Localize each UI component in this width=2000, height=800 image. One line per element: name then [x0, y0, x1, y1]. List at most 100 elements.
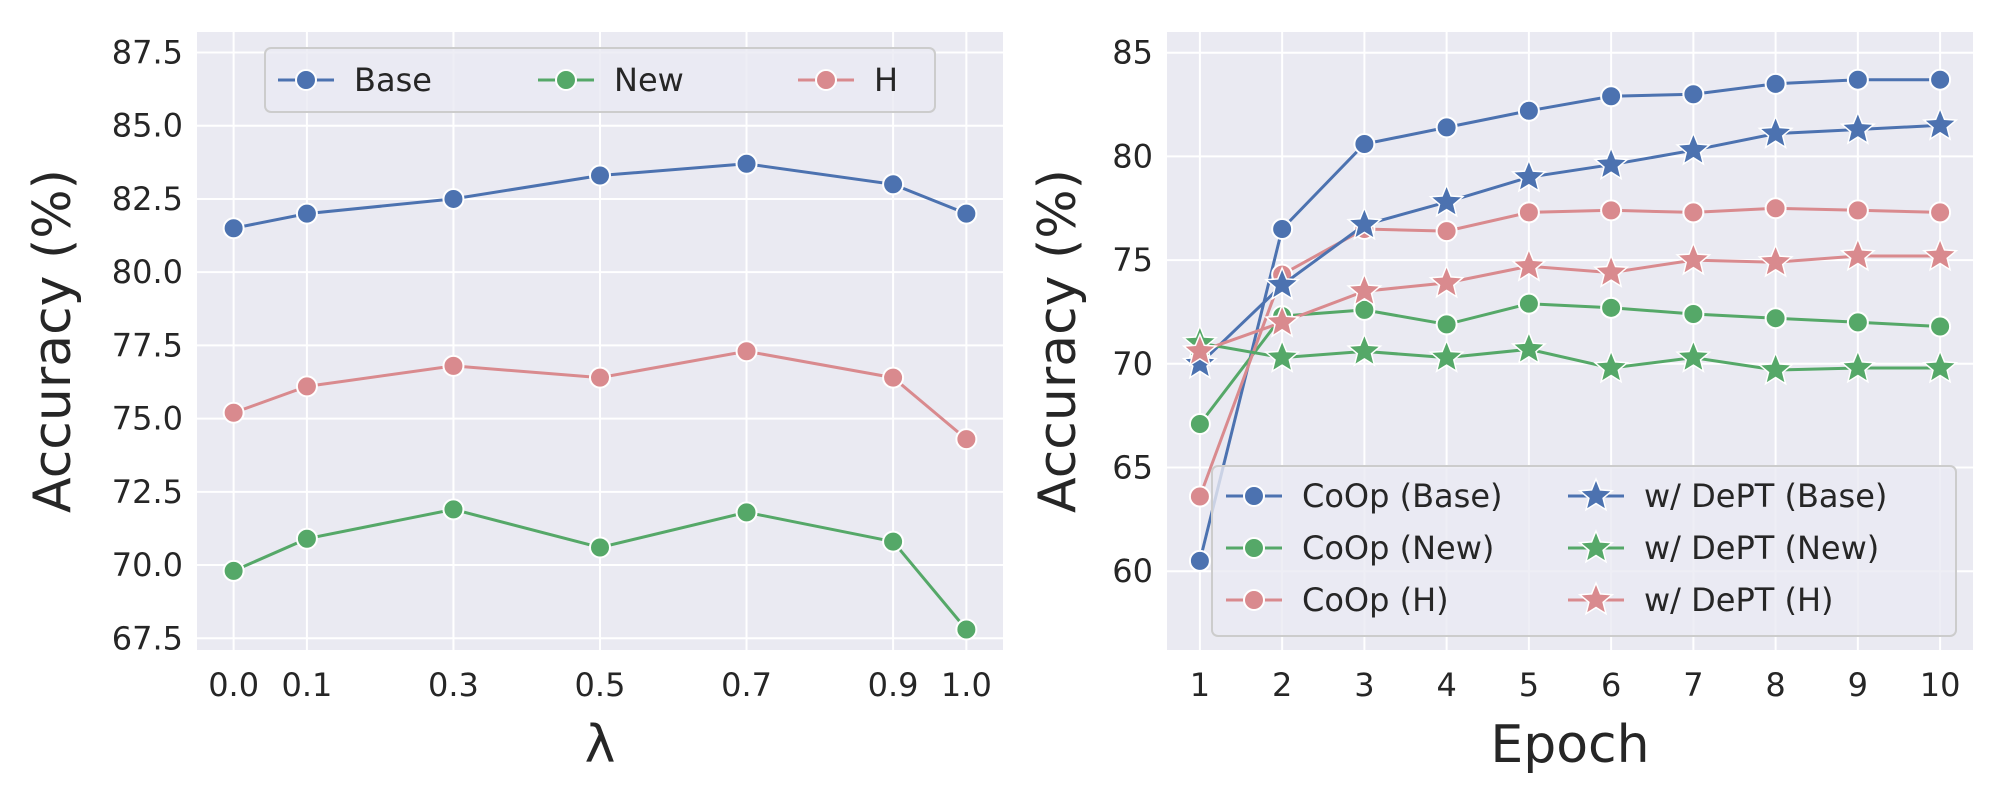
y-tick-label: 85.0 — [112, 107, 183, 145]
legend-entry: New — [538, 61, 684, 99]
data-point — [1346, 332, 1383, 367]
legend-label: H — [874, 61, 898, 99]
legend-label: CoOp (H) — [1302, 581, 1449, 619]
data-point — [1593, 145, 1630, 181]
data-point — [589, 164, 611, 187]
legend-entry: CoOp (Base) — [1226, 477, 1502, 515]
series-h — [222, 340, 978, 451]
data-point — [1428, 183, 1465, 218]
data-point — [1921, 348, 1959, 384]
y-tick-label: 82.5 — [112, 180, 183, 218]
data-point — [442, 498, 465, 521]
legend-marker — [1577, 476, 1615, 512]
data-point — [1929, 68, 1952, 91]
data-point — [1346, 272, 1383, 307]
y-tick-label: 85 — [1112, 34, 1153, 72]
data-point — [1181, 344, 1219, 380]
series-new — [222, 498, 978, 641]
legend-marker — [1577, 580, 1615, 616]
legend-marker — [1243, 485, 1265, 507]
legend-marker — [1243, 589, 1265, 611]
legend-entry: H — [798, 61, 898, 99]
data-point — [1593, 348, 1630, 384]
x-tick-label: 5 — [1519, 666, 1539, 704]
y-tick-label: 80.0 — [112, 253, 183, 291]
data-point — [1435, 220, 1458, 243]
chart-left-lambda: 67.5 70.0 72.5 75.0 77.5 80.0 82.5 85.0 87.5 0.0 0… — [23, 32, 1003, 775]
data-point — [1921, 106, 1959, 141]
series-line — [1198, 302, 1941, 425]
data-point — [1757, 114, 1794, 150]
x-tick-label: 1 — [1190, 666, 1210, 704]
legend: Base New H — [264, 47, 936, 113]
data-point — [1188, 485, 1211, 508]
data-point — [222, 401, 245, 424]
data-point — [589, 366, 611, 389]
data-point — [1764, 72, 1787, 95]
data-point — [1839, 237, 1876, 272]
x-tick-label: 0.7 — [721, 666, 772, 704]
legend-entry: w/ DePT (New) — [1568, 528, 1879, 567]
y-tick-label: 72.5 — [112, 473, 183, 511]
x-tick-label: 1.0 — [941, 666, 992, 704]
data-point — [1846, 199, 1869, 222]
legend-label: w/ DePT (H) — [1644, 581, 1834, 619]
legend-marker — [1243, 537, 1265, 559]
x-tick-label: 0.3 — [428, 666, 479, 704]
series-line — [1199, 341, 1941, 372]
data-point — [1517, 292, 1540, 315]
data-point — [1428, 263, 1465, 299]
data-point — [1757, 350, 1794, 386]
legend-marker — [815, 69, 837, 91]
data-point — [955, 428, 978, 451]
data-point — [1757, 243, 1794, 278]
data-point — [1510, 330, 1547, 365]
legend-label: Base — [354, 61, 432, 99]
data-point — [1600, 296, 1623, 319]
data-point — [1682, 201, 1705, 224]
y-tick-label: 65 — [1112, 449, 1153, 487]
data-point — [1846, 311, 1869, 334]
series-line — [1199, 254, 1941, 353]
data-point — [1271, 218, 1294, 241]
legend-entry: w/ DePT (H) — [1568, 580, 1834, 619]
legend: CoOp (Base) CoOp (New) CoOp (H) w/ DePT (Ba… — [1211, 465, 1957, 637]
data-point — [1682, 83, 1705, 106]
x-tick-label: 0.0 — [208, 666, 259, 704]
data-point — [1353, 298, 1376, 321]
y-tick-label: 75.0 — [112, 400, 183, 438]
x-tick-label: 8 — [1765, 666, 1785, 704]
y-axis-title: Accuracy (%) — [23, 169, 83, 513]
data-point — [1921, 236, 1959, 272]
legend-entry: CoOp (H) — [1226, 581, 1449, 619]
data-point — [589, 536, 611, 559]
data-point — [1764, 307, 1787, 330]
series-line — [1198, 123, 1941, 365]
x-axis-title: Epoch — [1490, 715, 1649, 775]
data-point — [1929, 201, 1952, 224]
data-point — [955, 202, 978, 225]
data-point — [442, 187, 465, 210]
series-w-dept-base — [1181, 106, 1959, 380]
data-point — [1675, 338, 1712, 373]
y-tick-label: 60 — [1112, 552, 1153, 590]
data-point — [222, 217, 245, 240]
y-tick-label: 87.5 — [112, 34, 183, 72]
data-point — [295, 202, 318, 225]
data-point — [1428, 338, 1465, 373]
data-point — [735, 501, 758, 524]
data-point — [735, 340, 758, 363]
data-point — [1675, 131, 1712, 166]
legend-label: CoOp (New) — [1302, 529, 1494, 567]
data-point — [1682, 303, 1705, 326]
data-point — [1510, 158, 1547, 193]
y-axis-title: Accuracy (%) — [1028, 169, 1088, 513]
data-point — [1510, 247, 1547, 282]
data-point — [1188, 412, 1211, 435]
y-tick-label: 67.5 — [112, 619, 183, 657]
data-point — [1264, 303, 1301, 338]
data-point — [295, 375, 318, 398]
data-point — [955, 618, 978, 641]
x-tick-label: 0.5 — [575, 666, 626, 704]
